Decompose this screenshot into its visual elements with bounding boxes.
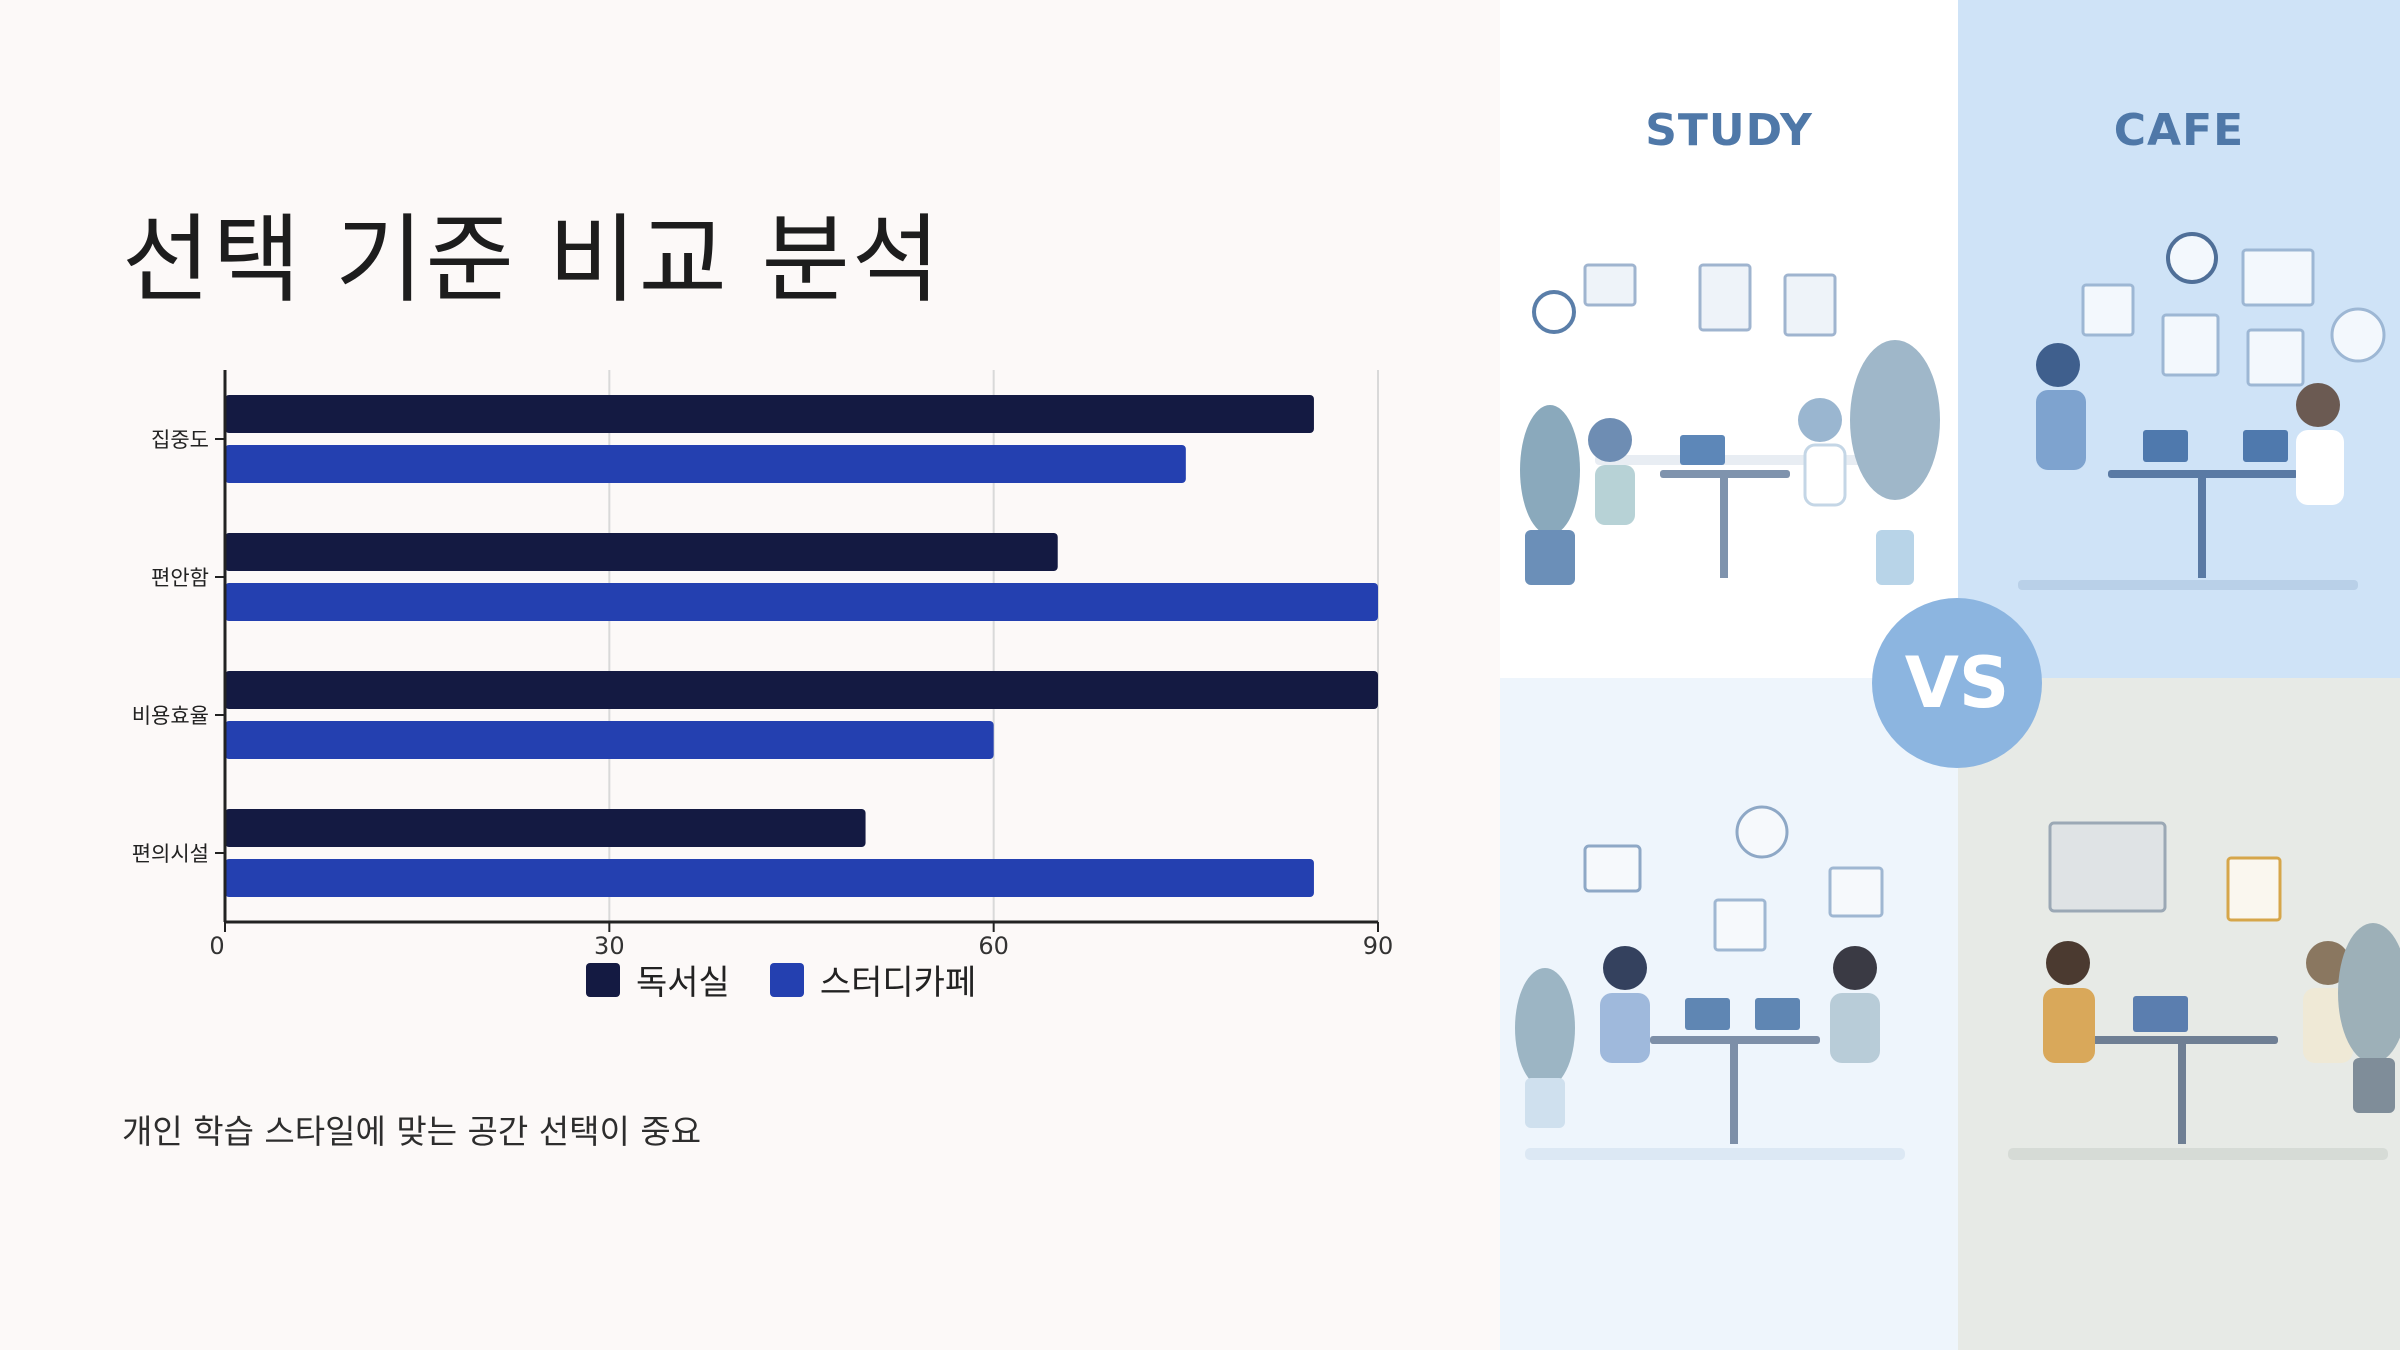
study-panel-bottom <box>1500 678 1958 1350</box>
x-tick-label-60: 60 <box>978 932 1009 960</box>
bar-study-cafe-1 <box>225 583 1378 621</box>
y-tick-label-1: 편안함 <box>151 566 209 590</box>
bar-reading-room-1 <box>225 533 1058 571</box>
y-tick-label-0: 집중도 <box>151 428 209 452</box>
cafe-panel-bottom <box>1958 678 2400 1350</box>
legend-swatch-reading-room <box>586 962 620 997</box>
cafe-illustration-bottom <box>2008 821 2400 1160</box>
legend-item-study-cafe[interactable]: 스터디카페 <box>769 955 977 1004</box>
cafe-title: CAFE <box>2113 105 2245 156</box>
y-tick-label-3: 편의시설 <box>132 842 209 866</box>
bar-reading-room-0 <box>225 395 1314 433</box>
x-tick-label-30: 30 <box>594 932 625 960</box>
legend-label-study-cafe: 스터디카페 <box>819 963 977 1003</box>
legend-label-reading-room: 독서실 <box>636 963 730 1003</box>
study-illustration-bottom <box>1515 805 1905 1160</box>
vs-badge: VS <box>1872 598 2042 768</box>
study-panel: STUDY <box>1500 0 1958 678</box>
bar-study-cafe-0 <box>225 445 1186 483</box>
study-title: STUDY <box>1645 105 1813 156</box>
y-tick-label-2: 비용효율 <box>132 704 209 728</box>
bar-study-cafe-3 <box>225 859 1314 897</box>
legend-swatch-study-cafe <box>769 962 804 997</box>
bar-study-cafe-2 <box>225 721 994 759</box>
x-tick-label-90: 90 <box>1363 932 1394 960</box>
bar-reading-room-2 <box>225 671 1378 709</box>
cafe-illustration <box>2018 232 2386 590</box>
chart-legend: 독서실 스터디카페 <box>586 955 1016 1004</box>
page-title: 선택 기준 비교 분석 <box>122 204 943 316</box>
legend-item-reading-room[interactable]: 독서실 <box>586 955 730 1004</box>
cafe-panel: CAFE <box>1958 0 2400 678</box>
bar-reading-room-3 <box>225 809 866 847</box>
x-tick-label-0: 0 <box>209 932 224 960</box>
page-subtitle: 개인 학습 스타일에 맞는 공간 선택이 중요 <box>122 1112 702 1151</box>
illustration-panel: STUDY CAFE <box>1500 0 2400 1350</box>
study-illustration <box>1520 263 1940 585</box>
